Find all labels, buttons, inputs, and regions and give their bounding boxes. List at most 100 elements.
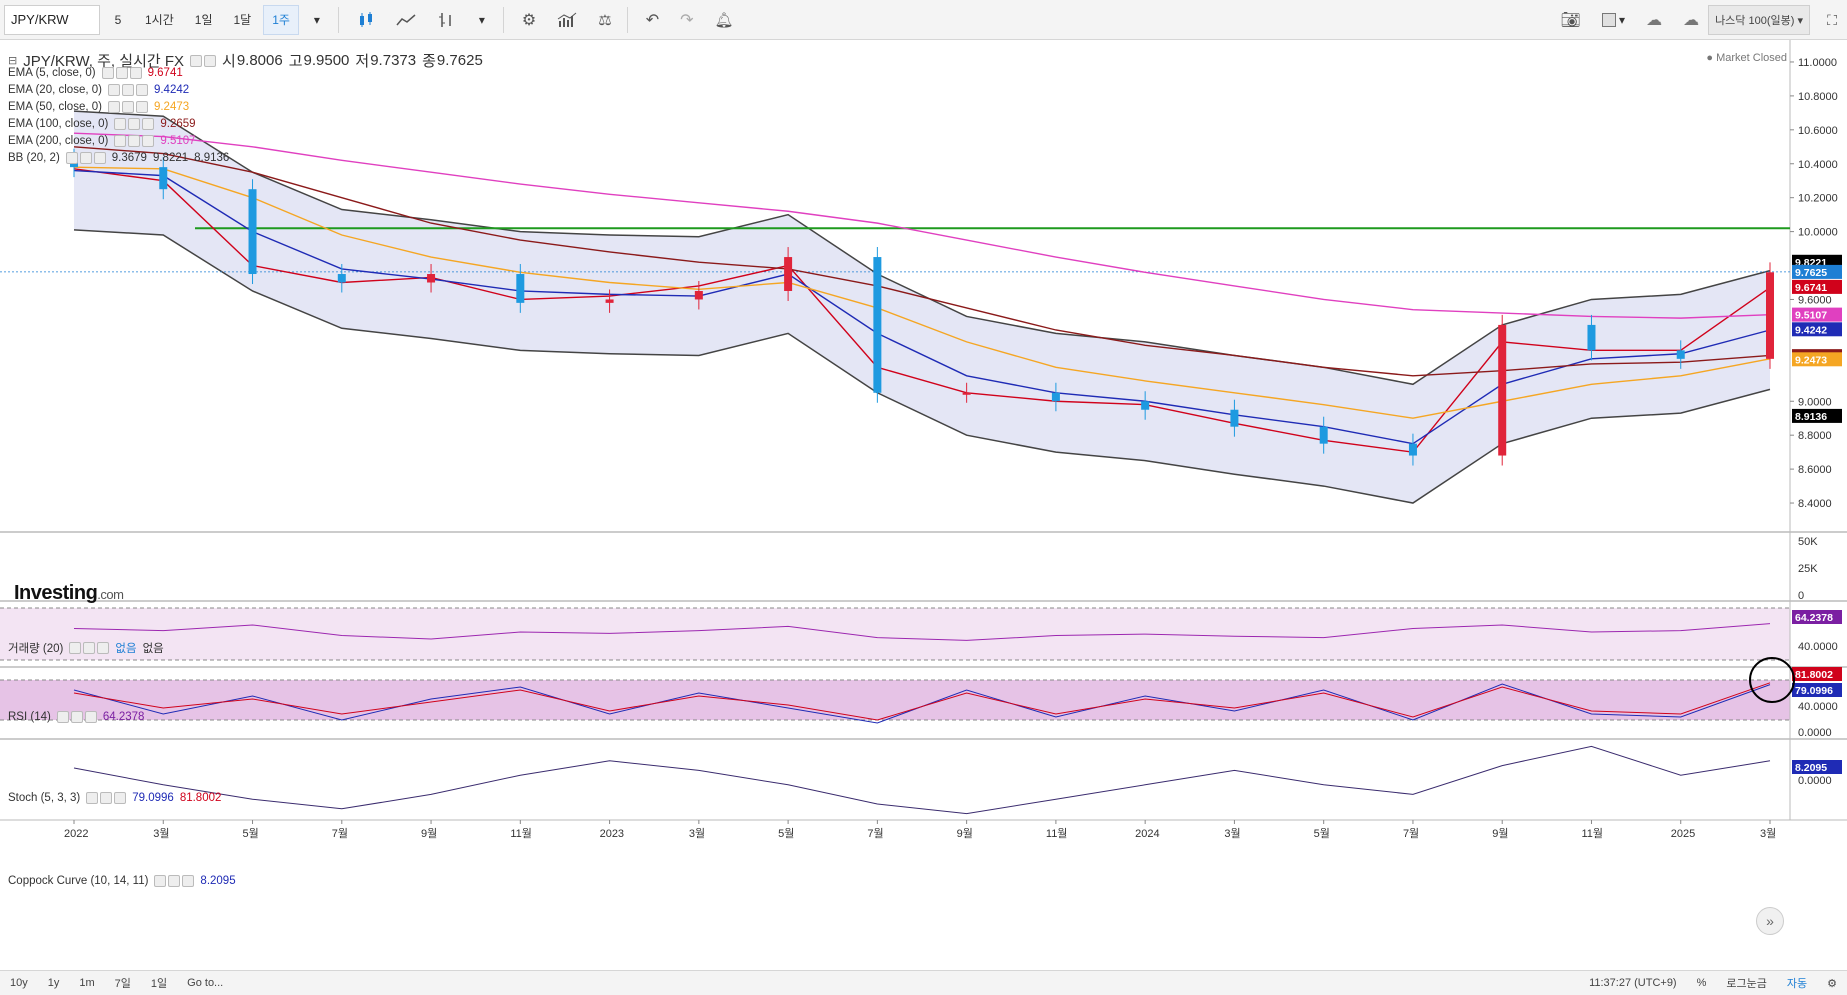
layout-button[interactable]: ▾	[1593, 5, 1634, 35]
range-1d[interactable]: 1일	[150, 978, 168, 990]
volume-controls[interactable]	[69, 642, 110, 654]
stoch-k-value: 79.0996	[132, 792, 174, 804]
candle-body[interactable]	[962, 392, 971, 395]
indicators-icon	[557, 12, 577, 27]
indicator-controls[interactable]	[107, 84, 148, 96]
bell-plus-icon: 🔔︎	[714, 11, 734, 29]
load-chart-button[interactable]: ☁︎	[1637, 5, 1671, 35]
square-icon	[1601, 13, 1616, 27]
undo-button[interactable]: ↶	[637, 5, 668, 35]
candle-body[interactable]	[1587, 324, 1596, 351]
indicator-name: EMA (100, close, 0)	[8, 118, 109, 130]
rsi-band	[0, 608, 1790, 660]
candle-body[interactable]	[516, 274, 525, 303]
indicators-button[interactable]	[548, 5, 586, 35]
scale-icon: ⚖	[598, 11, 612, 29]
close-label: 종	[422, 53, 436, 70]
range-1y[interactable]: 1y	[47, 977, 60, 989]
candle-body[interactable]	[1676, 350, 1685, 359]
market-status: ● Market Closed	[1706, 52, 1787, 64]
candle-body[interactable]	[1319, 426, 1328, 444]
redo-button[interactable]: ↷	[671, 5, 702, 35]
compare-button[interactable]: ⚖	[589, 5, 620, 35]
time-tick-label: 5월	[243, 827, 259, 840]
bollinger-lower-line	[73, 229, 1771, 504]
legend-controls[interactable]	[190, 54, 216, 67]
exchange-selector[interactable]: 나스닥 100(일봉) ▾	[1708, 5, 1810, 35]
candle-body[interactable]	[1230, 409, 1239, 427]
time-tick-label: 9월	[421, 827, 437, 840]
percent-toggle[interactable]: %	[1696, 977, 1707, 989]
time-tick-label: 2022	[64, 828, 88, 840]
price-tick-label: 8.6000	[1798, 464, 1832, 476]
symbol-search-input[interactable]: JPY/KRW	[4, 4, 100, 35]
indicator-value: 9.6741	[147, 67, 183, 79]
interval-1w-button[interactable]: 1주	[263, 4, 299, 35]
coppock-line	[73, 745, 1771, 815]
stoch-tag-label: 79.0996	[1795, 685, 1833, 697]
stoch-legend: Stoch (5, 3, 3) 79.0996 81.8002	[8, 792, 221, 804]
bar-style-button[interactable]	[428, 5, 464, 35]
range-7d[interactable]: 7일	[114, 978, 131, 990]
style-dropdown-button[interactable]: ▾	[467, 5, 497, 35]
stoch-controls[interactable]	[86, 792, 127, 804]
fullscreen-button[interactable]: ⛶	[1817, 5, 1847, 35]
stoch-axis-label: 0.0000	[1798, 727, 1832, 739]
scroll-right-button[interactable]: »	[1756, 907, 1784, 935]
range-1m[interactable]: 1m	[79, 977, 95, 989]
rsi-tag-box	[1792, 610, 1842, 624]
candle-body[interactable]	[1141, 401, 1150, 410]
coppock-controls[interactable]	[154, 875, 195, 887]
volume-label: 거래량 (20)	[8, 643, 64, 655]
clock-display[interactable]: 11:37:27 (UTC+9)	[1589, 977, 1677, 989]
price-tick-label: 9.6000	[1798, 294, 1832, 306]
price-tag-label: 9.4242	[1795, 324, 1827, 336]
rsi-controls[interactable]	[56, 711, 97, 723]
line-style-button[interactable]	[387, 5, 425, 35]
candle-body[interactable]	[248, 189, 257, 275]
indicator-controls[interactable]	[101, 67, 142, 79]
indicator-controls[interactable]	[114, 118, 155, 130]
settings-small-button[interactable]: ⚙	[1817, 977, 1847, 990]
candle-body[interactable]	[784, 257, 793, 291]
candle-body[interactable]	[159, 167, 168, 190]
snapshot-button[interactable]: 📷︎	[1551, 5, 1589, 35]
auto-scale-toggle[interactable]: 자동	[1786, 978, 1808, 990]
candle-body[interactable]	[694, 290, 703, 300]
stoch-d-tag-box	[1792, 667, 1842, 681]
candle-body[interactable]	[1766, 272, 1774, 359]
indicator-legend-row: EMA (50, close, 0) 9.2473	[8, 101, 189, 113]
save-chart-button[interactable]: ☁︎	[1674, 5, 1708, 35]
chevron-down-icon: ▾	[1619, 13, 1626, 27]
settings-button[interactable]: ⚙	[513, 5, 545, 35]
interval-1m-button[interactable]: 1달	[233, 13, 252, 27]
chevron-down-icon: ▾	[478, 12, 485, 27]
collapse-icon[interactable]: ⊟	[8, 55, 18, 67]
interval-1h-button[interactable]: 1시간	[145, 13, 174, 27]
log-scale-toggle[interactable]: 로그눈금	[1726, 978, 1767, 990]
candle-body[interactable]	[1408, 443, 1417, 456]
interval-1d-button[interactable]: 1일	[194, 13, 213, 27]
indicator-controls[interactable]	[65, 152, 106, 164]
time-tick-label: 11월	[510, 827, 532, 840]
candle-body[interactable]	[1498, 324, 1507, 456]
interval-dropdown-button[interactable]: ▾	[302, 5, 332, 35]
candle-body[interactable]	[427, 274, 436, 283]
alert-button[interactable]: 🔔︎	[706, 5, 743, 35]
indicator-controls[interactable]	[107, 101, 148, 113]
chevron-down-icon: ▾	[1797, 14, 1803, 27]
candle-body[interactable]	[337, 274, 346, 283]
high-value: 9.9500	[303, 52, 350, 69]
camera-icon: 📷︎	[1560, 12, 1581, 29]
goto-button[interactable]: Go to...	[187, 977, 224, 989]
candle-body[interactable]	[873, 257, 882, 393]
candle-body[interactable]	[1051, 392, 1060, 402]
interval-5-button[interactable]: 5	[114, 12, 122, 27]
chart-canvas[interactable]: 11.0000 10.8000 10.6000 10.4000 10.2000 10.00…	[0, 40, 1847, 970]
candle-style-button[interactable]	[348, 5, 384, 35]
indicator-value: 9.2473	[153, 101, 190, 113]
indicator-value: 9.2659	[160, 118, 196, 130]
range-10y[interactable]: 10y	[10, 977, 28, 989]
candle-body[interactable]	[605, 299, 614, 303]
indicator-controls[interactable]	[114, 135, 155, 147]
